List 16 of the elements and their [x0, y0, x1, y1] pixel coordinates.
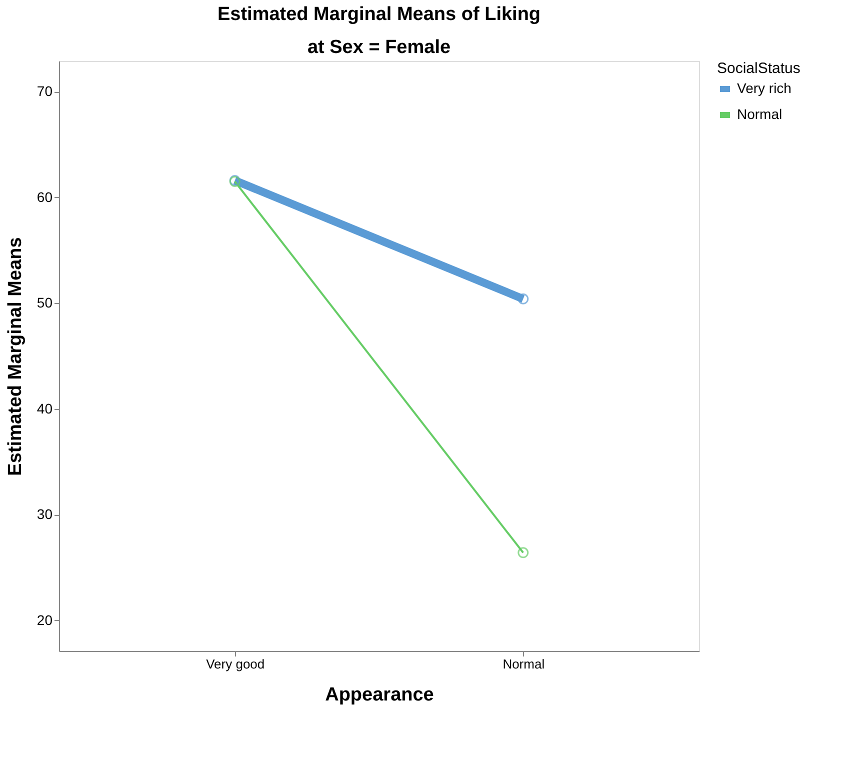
y-tick-label: 70 [36, 83, 53, 100]
y-tick-label: 40 [36, 400, 53, 416]
legend-title: SocialStatus [717, 60, 800, 77]
y-tick-label: 50 [36, 294, 53, 311]
point [518, 293, 529, 304]
legend-label: Normal [737, 106, 782, 122]
x-tick-label: Very good [206, 656, 265, 672]
y-tick-label: 20 [36, 612, 53, 628]
y-axis-title: Estimated Marginal Means [4, 237, 26, 476]
y-tick-label: 30 [36, 506, 53, 522]
point [518, 547, 529, 558]
chart-title: Estimated Marginal Means of Liking [217, 4, 541, 25]
x-axis-title: Appearance [325, 684, 434, 706]
y-tick-label: 60 [36, 188, 53, 205]
legend-label: Very rich [737, 80, 792, 96]
chart-subtitle: at Sex = Female [307, 37, 451, 58]
